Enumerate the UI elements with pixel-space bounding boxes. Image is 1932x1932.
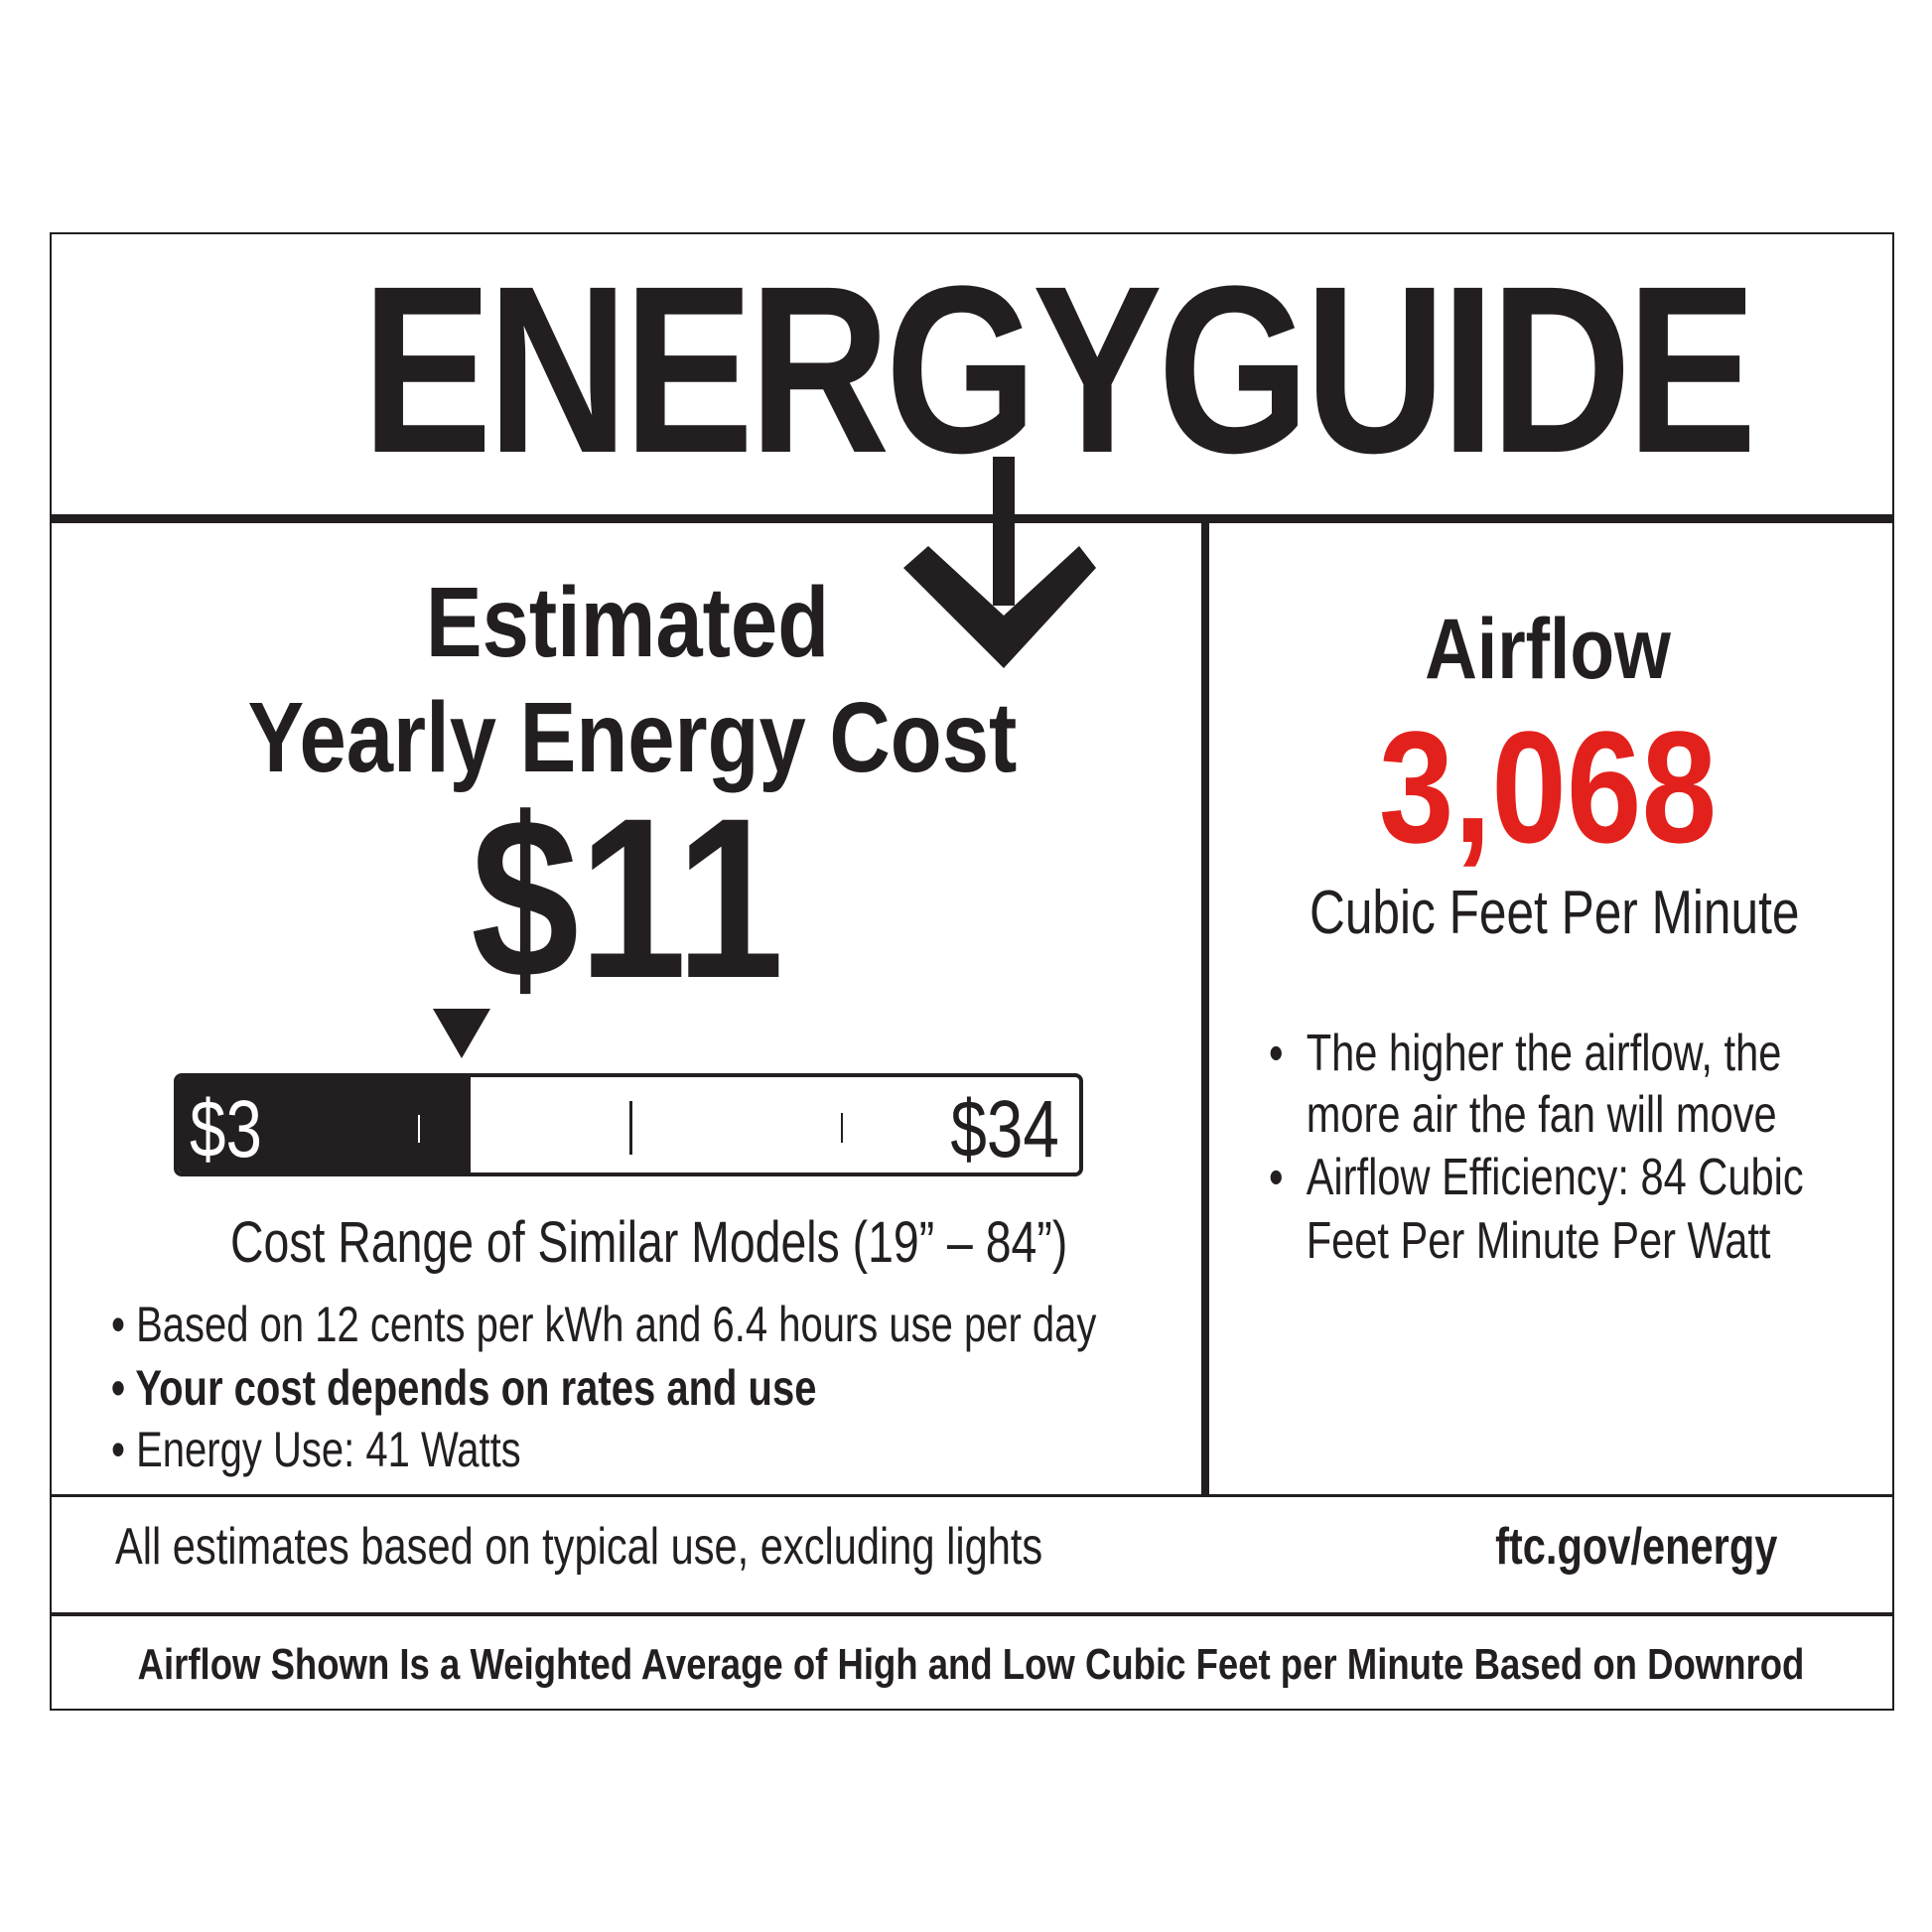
bullet-airflow-higher-line1: The higher the airflow, the — [1306, 1025, 1782, 1082]
tick — [629, 1101, 632, 1155]
bullet-airflow-higher: • The higher the airflow, the• more air … — [1269, 1025, 1782, 1144]
yearly-cost-value: $11 — [471, 770, 784, 1026]
page-title: ENERGYGUIDE — [361, 236, 1756, 502]
footer-note: All estimates based on typical use, excl… — [115, 1518, 1043, 1576]
bullet-energy-use: • Energy Use: 41 Watts — [111, 1422, 521, 1477]
cost-range-max: $34 — [950, 1084, 1059, 1174]
cost-range-bar: $3 $34 — [174, 1073, 1083, 1176]
airflow-value: 3,068 — [1378, 698, 1718, 876]
disclaimer-divider — [50, 1612, 1894, 1616]
airflow-heading: Airflow — [1425, 602, 1671, 697]
bullet-cost-depends-text: Your cost depends on rates and use — [135, 1360, 817, 1416]
bullet-airflow-efficiency-line2: Feet Per Minute Per Watt — [1306, 1212, 1771, 1270]
column-divider — [1201, 520, 1209, 1496]
cost-indicator-triangle-icon — [433, 1009, 490, 1058]
bullet-rate-text: Based on 12 cents per kWh and 6.4 hours … — [136, 1297, 1097, 1352]
bullet-airflow-efficiency-line1: Airflow Efficiency: 84 Cubic — [1306, 1149, 1804, 1206]
footer-divider — [50, 1494, 1894, 1497]
airflow-disclaimer: Airflow Shown Is a Weighted Average of H… — [137, 1640, 1805, 1689]
bullet-energy-use-text: Energy Use: 41 Watts — [136, 1422, 521, 1477]
bullet-cost-depends: • Your cost depends on rates and use — [111, 1360, 817, 1416]
cost-range-label: Cost Range of Similar Models (19” – 84”) — [230, 1210, 1068, 1275]
cost-heading-line2: Yearly Energy Cost — [247, 682, 1018, 793]
tick — [841, 1113, 843, 1143]
cost-range-fill — [178, 1077, 471, 1173]
airflow-unit: Cubic Feet Per Minute — [1310, 879, 1800, 947]
arrow-down-icon — [903, 457, 1096, 668]
ftc-link[interactable]: ftc.gov/energy — [1494, 1518, 1777, 1576]
cost-heading-line1: Estimated — [425, 567, 830, 678]
energy-guide-label — [50, 232, 1894, 1711]
bullet-airflow-higher-line2: more air the fan will move — [1306, 1086, 1777, 1144]
tick — [418, 1115, 420, 1143]
cost-range-min: $3 — [190, 1084, 262, 1174]
bullet-rate: • Based on 12 cents per kWh and 6.4 hour… — [111, 1297, 1097, 1352]
bullet-airflow-efficiency: • Airflow Efficiency: 84 Cubic• Feet Per… — [1269, 1149, 1804, 1270]
header-divider — [50, 514, 1894, 523]
